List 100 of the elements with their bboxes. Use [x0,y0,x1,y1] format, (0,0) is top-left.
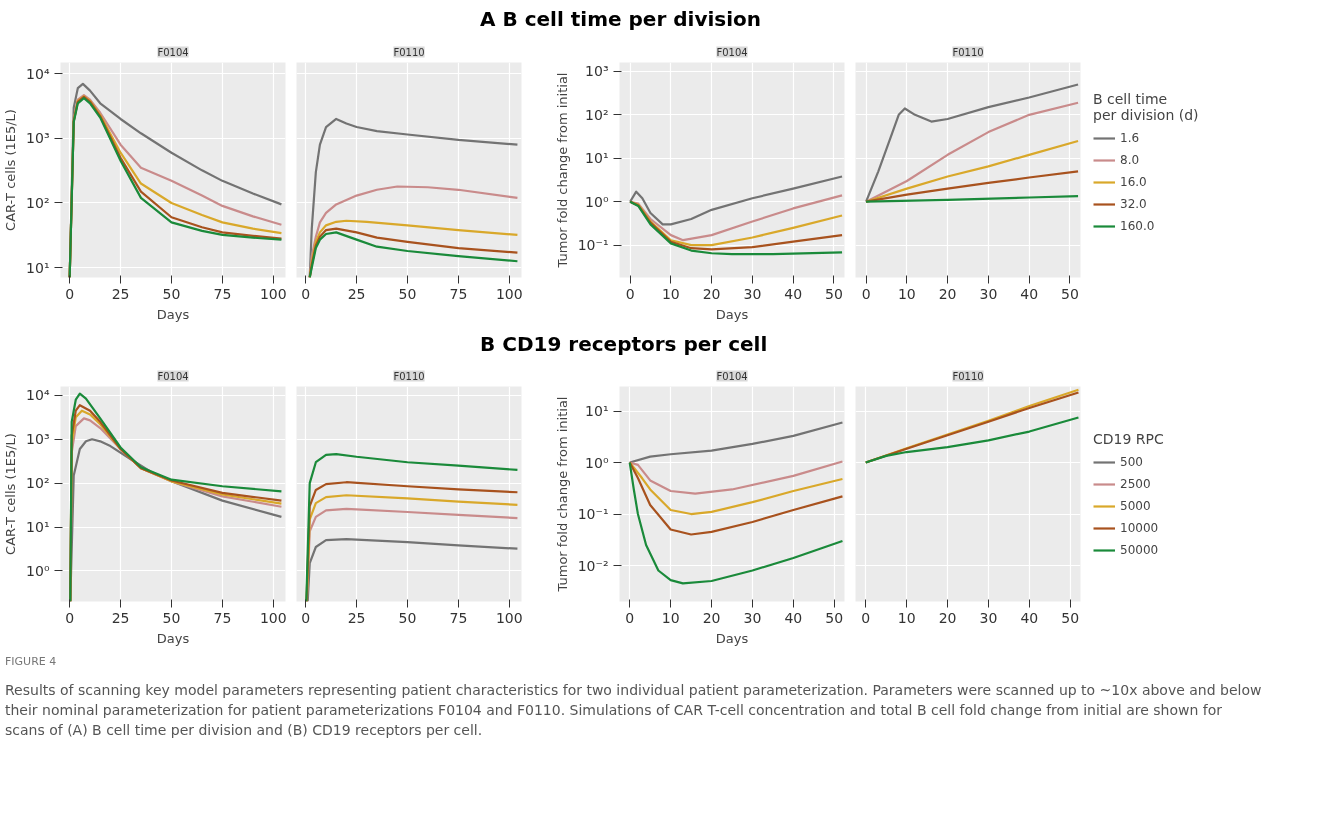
y-tick-label: 10³ [26,129,50,146]
x-tick-label: 50 [398,285,417,302]
x-axis-title: Days [156,630,190,646]
x-tick-label: 30 [979,285,998,302]
x-tick-label: 20 [702,285,721,302]
x-tick-label: 0 [625,609,635,626]
legend-label: 5000 [1120,498,1151,516]
x-tick-label: 30 [743,609,762,626]
x-tick-label: 30 [979,609,998,626]
x-tick-label: 20 [702,609,721,626]
x-tick-label: 75 [213,609,232,626]
x-tick-label: 100 [495,609,523,626]
x-tick-label: 25 [347,285,366,302]
chart-title: F0110 [393,46,425,58]
x-tick-label: 25 [347,609,366,626]
x-tick-label: 0 [301,285,311,302]
y-axis-title: Tumor fold change from initial [554,396,570,593]
chart-title: F0110 [952,46,984,58]
chart-title: F0110 [393,370,425,382]
legend-title: B cell time per division (d) [1093,90,1199,123]
legend-label: 16.0 [1120,173,1147,191]
x-tick-label: 50 [398,609,417,626]
x-tick-label: 25 [111,285,130,302]
x-tick-label: 0 [625,285,635,302]
x-tick-label: 10 [661,609,680,626]
x-tick-label: 50 [1060,285,1079,302]
x-axis-title: Days [156,306,190,322]
legend-label: 10000 [1120,520,1159,538]
y-tick-label: 10² [26,475,50,492]
x-tick-label: 75 [213,285,232,302]
x-tick-label: 100 [495,285,523,302]
legend-label: 32.0 [1120,195,1147,213]
y-tick-label: 10⁻² [577,557,609,574]
y-tick-label: 10¹ [585,149,609,166]
x-tick-label: 20 [938,285,957,302]
chart-title: F0104 [157,370,189,382]
x-tick-label: 50 [162,609,181,626]
x-tick-label: 0 [861,609,871,626]
x-tick-label: 10 [897,285,916,302]
legend-label: 50000 [1120,542,1159,560]
y-tick-label: 10⁴ [26,65,50,82]
text: Results of scanning key model parameters representing patient characteristics for two individual patient parameterization. Parameters were scanned up to ~10x above and below their nominal parameterization for patient parameterizations F0104 and F0110. Simulations of CAR T-cell concentration and total B cell fold change from initial are shown for scans of (A) B cell time per division and (B) CD19 receptors per cell. [5,680,1263,740]
y-tick-label: 10¹ [585,403,609,420]
y-axis-title: CAR-T cells (1E5/L) [3,433,19,556]
x-tick-label: 50 [824,285,843,302]
caption: FIGURE 4 [5,654,57,670]
legend-label: 500 [1120,454,1143,472]
y-tick-label: 10² [585,106,609,123]
x-tick-label: 10 [897,609,916,626]
y-tick-label: 10³ [26,431,50,448]
x-tick-label: 0 [861,285,871,302]
y-tick-label: 10⁰ [585,193,609,210]
text: A B cell time per division [480,6,762,33]
y-tick-label: 10⁻¹ [577,236,609,253]
legend-label: 8.0 [1120,151,1140,169]
y-tick-label: 10⁰ [26,562,50,579]
x-tick-label: 100 [259,609,287,626]
y-tick-label: 10⁻¹ [577,506,609,523]
x-axis-title: Days [715,630,749,646]
x-tick-label: 100 [259,285,287,302]
x-tick-label: 50 [1061,609,1080,626]
y-tick-label: 10⁰ [585,454,609,471]
chart-title: F0104 [716,370,748,382]
x-tick-label: 50 [162,285,181,302]
legend-label: 1.6 [1120,129,1140,147]
x-tick-label: 75 [449,285,468,302]
x-tick-label: 40 [1020,609,1039,626]
line-series [628,461,844,536]
line-series [629,174,844,226]
legend-label: 2500 [1120,476,1151,494]
y-tick-label: 10² [26,194,50,211]
legend-title: CD19 RPC [1093,431,1164,448]
y-axis-title: CAR-T cells (1E5/L) [3,108,19,231]
legend-label: 160.0 [1120,217,1155,235]
chart-title: F0104 [716,46,748,58]
y-tick-label: 10³ [585,62,609,79]
x-tick-label: 0 [65,285,75,302]
x-tick-label: 0 [65,609,75,626]
y-tick-label: 10¹ [26,519,50,536]
x-tick-label: 10 [661,285,680,302]
x-tick-label: 75 [449,609,468,626]
x-tick-label: 30 [743,285,762,302]
x-axis-title: Days [715,306,749,322]
line-series [628,460,844,495]
y-axis-title: Tumor fold change from initial [554,72,570,269]
x-tick-label: 40 [784,609,803,626]
y-tick-label: 10⁴ [26,387,50,404]
line-series [628,461,844,516]
x-tick-label: 25 [111,609,130,626]
x-tick-label: 50 [825,609,844,626]
x-tick-label: 0 [301,609,311,626]
x-tick-label: 20 [938,609,957,626]
x-tick-label: 40 [1020,285,1039,302]
y-tick-label: 10¹ [26,259,50,276]
line-series [628,461,844,585]
chart-title: F0110 [952,370,984,382]
text: B CD19 receptors per cell [480,330,768,358]
x-tick-label: 40 [784,285,803,302]
line-series [628,421,844,464]
chart-title: F0104 [157,46,189,58]
